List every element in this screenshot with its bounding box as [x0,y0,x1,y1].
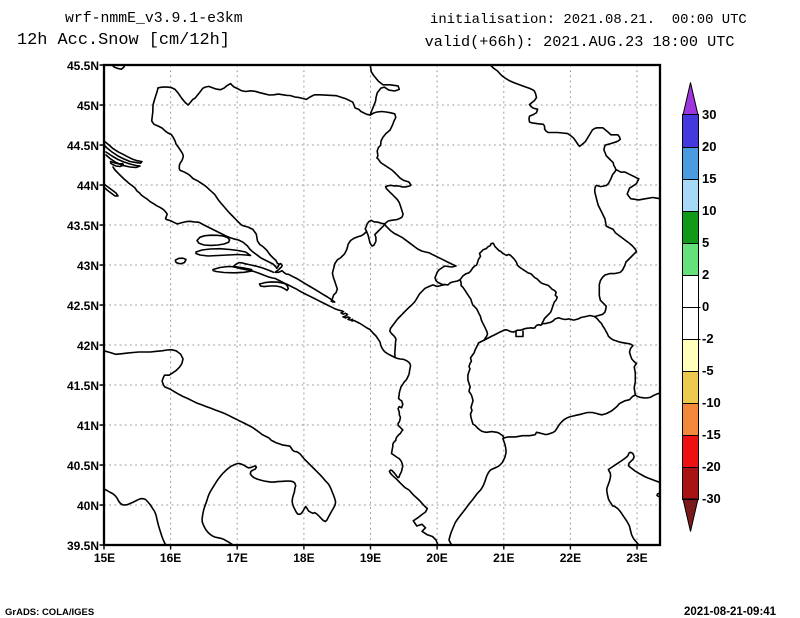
svg-text:-20: -20 [702,459,721,474]
svg-text:18E: 18E [293,551,314,565]
svg-text:initialisation: 2021.08.21. 0: initialisation: 2021.08.21. 00:00 UTC [430,12,747,28]
svg-text:-30: -30 [702,491,721,506]
svg-text:12h Acc.Snow [cm/12h]: 12h Acc.Snow [cm/12h] [17,31,230,50]
svg-text:41.5N: 41.5N [67,379,99,393]
svg-text:44.5N: 44.5N [67,139,99,153]
svg-text:2: 2 [702,267,709,282]
svg-text:40.5N: 40.5N [67,459,99,473]
svg-text:30: 30 [702,107,716,122]
svg-text:42N: 42N [77,339,99,353]
svg-text:valid(+66h): 2021.AUG.23 18:00: valid(+66h): 2021.AUG.23 18:00 UTC [425,33,735,51]
svg-text:42.5N: 42.5N [67,299,99,313]
svg-text:wrf-nmmE_v3.9.1-e3km: wrf-nmmE_v3.9.1-e3km [65,11,243,27]
svg-text:5: 5 [702,235,709,250]
svg-text:20: 20 [702,139,716,154]
svg-text:-15: -15 [702,427,721,442]
svg-text:GrADS: COLA/IGES: GrADS: COLA/IGES [5,607,94,618]
svg-text:44N: 44N [77,179,99,193]
svg-text:-10: -10 [702,395,721,410]
svg-text:0: 0 [702,299,709,314]
svg-text:15E: 15E [94,551,115,565]
svg-text:45.5N: 45.5N [67,59,99,73]
svg-text:21E: 21E [493,551,514,565]
svg-text:2021-08-21-09:41: 2021-08-21-09:41 [684,606,777,618]
svg-text:22E: 22E [560,551,581,565]
svg-text:45N: 45N [77,99,99,113]
svg-text:40N: 40N [77,499,99,513]
svg-text:23E: 23E [626,551,647,565]
svg-text:39.5N: 39.5N [67,539,99,553]
svg-text:17E: 17E [227,551,248,565]
svg-text:-2: -2 [702,331,714,346]
svg-text:20E: 20E [426,551,447,565]
svg-text:19E: 19E [360,551,381,565]
svg-text:-5: -5 [702,363,714,378]
svg-text:10: 10 [702,203,716,218]
svg-text:16E: 16E [160,551,181,565]
svg-text:15: 15 [702,171,716,186]
svg-text:43N: 43N [77,259,99,273]
svg-text:41N: 41N [77,419,99,433]
svg-text:43.5N: 43.5N [67,219,99,233]
